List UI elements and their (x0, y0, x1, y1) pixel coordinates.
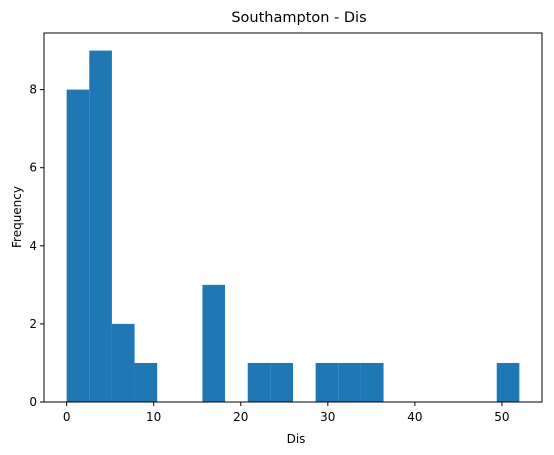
y-tick-label: 0 (29, 395, 37, 409)
y-tick-label: 8 (29, 83, 37, 97)
histogram-bar (247, 362, 271, 402)
histogram-bar (338, 362, 361, 402)
x-tick-label: 0 (63, 410, 71, 424)
x-tick-label: 10 (146, 410, 161, 424)
histogram-bar (66, 89, 90, 402)
bars-group (66, 50, 520, 402)
y-tick-label: 6 (29, 161, 37, 175)
histogram-bar (134, 362, 158, 402)
histogram-bar (270, 362, 293, 402)
histogram-bar (496, 362, 520, 402)
histogram-bar (111, 323, 135, 402)
y-tick-label: 4 (29, 239, 37, 253)
plot-frame (43, 32, 543, 403)
y-tick-label: 2 (29, 317, 37, 331)
x-tick-label: 20 (233, 410, 248, 424)
x-tick-label: 40 (407, 410, 422, 424)
histogram-bar (202, 284, 226, 402)
x-axis-ticks: 0 10 20 30 40 50 (63, 402, 510, 424)
y-axis-ticks: 0 2 4 6 8 (29, 83, 44, 409)
x-tick-label: 50 (494, 410, 509, 424)
histogram-bar (89, 50, 112, 402)
x-tick-label: 30 (320, 410, 335, 424)
y-axis-label: Frequency (10, 186, 24, 248)
chart-title: Southampton - Dis (231, 10, 366, 26)
x-axis-label: Dis (287, 432, 306, 446)
histogram-bar (360, 362, 384, 402)
histogram-bar (315, 362, 339, 402)
